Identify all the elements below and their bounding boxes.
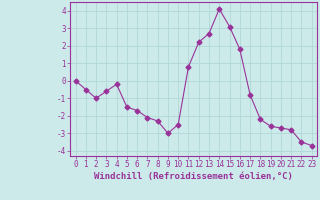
X-axis label: Windchill (Refroidissement éolien,°C): Windchill (Refroidissement éolien,°C): [94, 172, 293, 181]
